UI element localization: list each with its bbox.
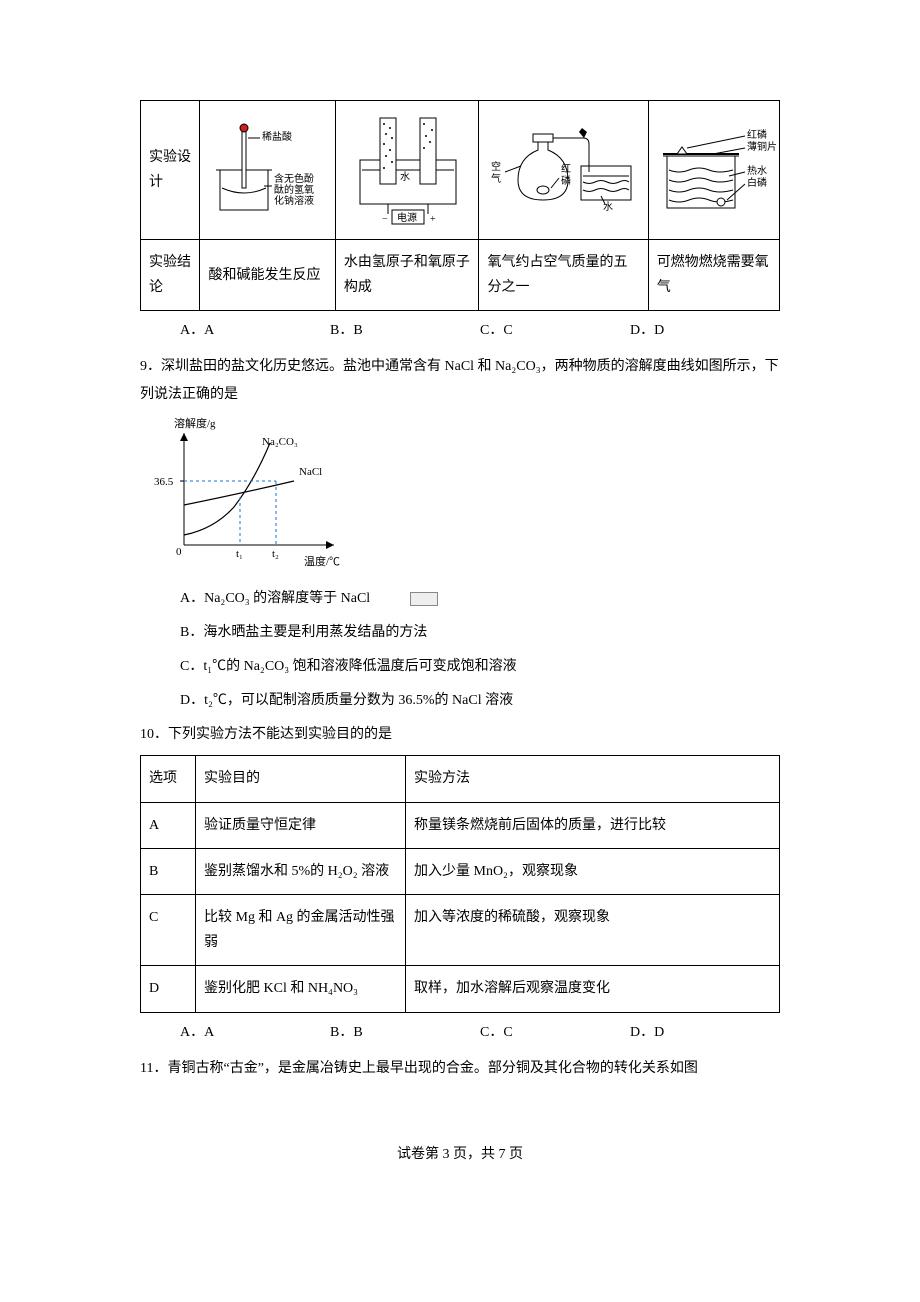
- label-whitep: 白磷: [747, 176, 767, 189]
- beaker-thermometer-diagram: 稀盐酸 含无色酚 酞的氢氧 化钠溶液: [204, 110, 334, 230]
- page-footer: 试卷第 3 页，共 7 页: [140, 1143, 780, 1163]
- opt-b: B．B: [330, 1021, 480, 1041]
- diagram-cell-c: 空 气 红 磷 水: [479, 101, 648, 240]
- na2co3-label: Na₂CO₃: [262, 436, 298, 448]
- table-row: D 鉴别化肥 KCl 和 NH₄NO₃ 取样，加水溶解后观察温度变化: [141, 966, 780, 1012]
- table-row: A 验证质量守恒定律 称量镁条燃烧前后固体的质量，进行比较: [141, 802, 780, 848]
- q10-table: 选项 实验目的 实验方法 A 验证质量守恒定律 称量镁条燃烧前后固体的质量，进行…: [140, 755, 780, 1012]
- q9-optB: B．海水晒盐主要是利用蒸发结晶的方法: [140, 619, 780, 647]
- label-naoh-3: 化钠溶液: [274, 194, 314, 207]
- conclusion-d: 可燃物燃烧需要氧气: [648, 240, 779, 311]
- q10-h1: 实验目的: [196, 756, 406, 802]
- electrolysis-diagram: 水 电源 − +: [340, 110, 476, 230]
- svg-text:+: +: [430, 214, 436, 225]
- q10-options: A．A B．B C．C D．D: [140, 1021, 780, 1041]
- label-dilute-acid: 稀盐酸: [262, 130, 292, 143]
- label-copper: 薄铜片: [747, 140, 777, 153]
- label-power: 电源: [397, 211, 417, 224]
- q10-h0: 选项: [141, 756, 196, 802]
- q9-optC: C．t₁℃的 Na₂CO₃ 饱和溶液降低温度后可变成饱和溶液: [140, 653, 780, 681]
- row1-label: 实验设计: [141, 101, 200, 240]
- opt-a: A．A: [180, 1021, 330, 1041]
- conclusion-a: 酸和碱能发生反应: [200, 240, 335, 311]
- q8-options: A．A B．B C．C D．D: [140, 319, 780, 339]
- conclusion-b: 水由氢原子和氧原子构成: [335, 240, 479, 311]
- conclusion-c: 氧气约占空气质量的五分之一: [479, 240, 648, 311]
- q9-optA: A．Na₂CO₃ 的溶解度等于 NaCl: [140, 585, 780, 613]
- row2-label: 实验结论: [141, 240, 200, 311]
- q11-text: 11．青铜古称“古金”，是金属冶铸史上最早出现的合金。部分铜及其化合物的转化关系…: [140, 1055, 780, 1083]
- ylabel: 溶解度/g: [174, 416, 216, 430]
- diagram-cell-a: 稀盐酸 含无色酚 酞的氢氧 化钠溶液: [200, 101, 335, 240]
- redaction-box-icon: [410, 592, 438, 606]
- label-naoh-2: 酞的氢氧: [274, 183, 314, 196]
- diagram-cell-d: 红磷 薄铜片 热水 白磷: [648, 101, 779, 240]
- opt-d: D．D: [630, 319, 780, 339]
- opt-a: A．A: [180, 319, 330, 339]
- experiment-table: 实验设计 稀盐酸 含无色酚 酞的氢氧 化钠溶液: [140, 100, 780, 311]
- xtick1: t₁: [236, 548, 243, 560]
- opt-c: C．C: [480, 1021, 630, 1041]
- q10-text: 10．下列实验方法不能达到实验目的的是: [140, 721, 780, 749]
- phosphorus-air-diagram: 空 气 红 磷 水: [483, 110, 643, 230]
- svg-text:−: −: [382, 214, 388, 225]
- ytick: 36.5: [154, 476, 174, 488]
- label-redp-d: 红磷: [747, 128, 767, 141]
- opt-c: C．C: [480, 319, 630, 339]
- diagram-cell-b: 水 电源 − +: [335, 101, 479, 240]
- label-air-1: 空: [491, 160, 501, 173]
- label-hotwater: 热水: [747, 164, 767, 177]
- nacl-label: NaCl: [299, 466, 322, 478]
- label-naoh-1: 含无色酚: [274, 172, 314, 185]
- opt-b: B．B: [330, 319, 480, 339]
- solubility-chart: 溶解度/g 温度/℃ 0 36.5 NaCl Na₂CO₃ t₁ t₂: [154, 415, 780, 575]
- label-water: 水: [400, 171, 410, 183]
- table-row: B 鉴别蒸馏水和 5%的 H₂O₂ 溶液 加入少量 MnO₂，观察现象: [141, 848, 780, 894]
- label-redp-1: 红: [561, 162, 571, 175]
- copper-sheet-diagram: 红磷 薄铜片 热水 白磷: [653, 110, 779, 230]
- xtick2: t₂: [272, 548, 279, 560]
- svg-text:0: 0: [176, 546, 182, 558]
- q9-text: 9．深圳盐田的盐文化历史悠远。盐池中通常含有 NaCl 和 Na₂CO₃，两种物…: [140, 353, 780, 409]
- label-redp-2: 磷: [561, 174, 571, 187]
- table-row: C 比较 Mg 和 Ag 的金属活动性强弱 加入等浓度的稀硫酸，观察现象: [141, 894, 780, 965]
- label-air-2: 气: [491, 172, 501, 185]
- opt-d: D．D: [630, 1021, 780, 1041]
- q10-h2: 实验方法: [406, 756, 780, 802]
- xlabel: 温度/℃: [304, 554, 340, 568]
- q9-optD: D．t₂℃，可以配制溶质质量分数为 36.5%的 NaCl 溶液: [140, 687, 780, 715]
